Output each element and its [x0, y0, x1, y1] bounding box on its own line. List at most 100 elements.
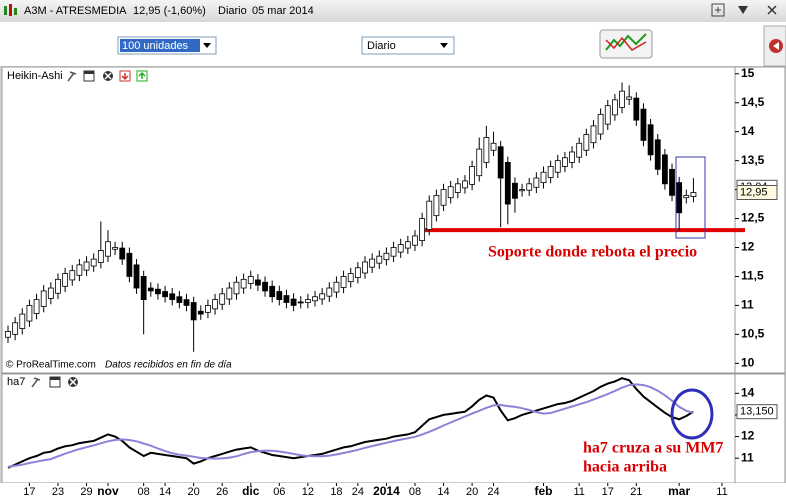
price-axis — [734, 66, 786, 374]
ha7-axis — [734, 373, 786, 484]
candle-body — [119, 247, 126, 260]
x-tick-label: 08 — [409, 486, 421, 498]
candle-body — [669, 168, 675, 196]
quantity[interactable]: 100 unidades — [122, 40, 189, 52]
candle-body — [397, 244, 404, 253]
candle-body — [183, 299, 190, 306]
candle-body — [569, 151, 575, 163]
candle-body — [619, 90, 625, 108]
y-tick-label: 10,5 — [741, 327, 765, 341]
dropdown-arrow[interactable] — [203, 43, 211, 48]
y-tick-label: 12 — [741, 429, 755, 443]
candle-body — [83, 261, 90, 271]
candle-body — [404, 241, 411, 249]
candle-body — [169, 293, 176, 301]
side-tab[interactable] — [763, 25, 786, 67]
candle-body — [533, 177, 540, 188]
x-axis — [0, 483, 786, 501]
x-tick-label: 29 — [80, 486, 92, 498]
x-tick-label: 23 — [52, 486, 64, 498]
candle-body — [233, 281, 240, 295]
y-tick-label: 13,5 — [741, 153, 765, 167]
candle-body — [90, 258, 97, 267]
candle-body — [440, 189, 447, 206]
x-tick-label: 2014 — [373, 484, 400, 498]
candle-body — [297, 301, 304, 304]
candle-body — [647, 124, 654, 156]
candle-body — [176, 296, 183, 303]
x-tick-label: 11 — [716, 486, 727, 498]
candle-body — [304, 299, 311, 303]
x-tick-label: 08 — [138, 486, 150, 498]
candle-body — [369, 258, 376, 268]
panel-title: Heikin-Ashi — [7, 70, 63, 82]
candle-body — [390, 247, 397, 257]
x-tick-label: 20 — [188, 486, 200, 498]
cross-circle — [670, 388, 714, 440]
indicator-button[interactable] — [599, 29, 653, 59]
x-tick-label: 24 — [352, 486, 364, 498]
candle-body — [205, 305, 211, 313]
source: © ProRealTime.com — [6, 360, 96, 371]
quantity-highlight — [120, 39, 200, 52]
candle-body — [476, 148, 483, 177]
x-tick-label: nov — [97, 484, 119, 498]
candle-body — [490, 142, 497, 151]
candle-body — [26, 305, 33, 322]
candle-body — [47, 287, 54, 299]
y-tick-label: 11 — [741, 450, 754, 464]
candle-body — [547, 166, 554, 178]
candle-body — [69, 270, 76, 281]
candle-body — [626, 96, 633, 100]
period-select[interactable] — [361, 36, 455, 55]
x-tick-label: 26 — [216, 486, 228, 498]
period: Diario — [218, 5, 247, 17]
x-tick-label: feb — [535, 484, 553, 498]
candle-body — [276, 291, 283, 301]
candle-body — [247, 276, 254, 284]
panel-icons[interactable] — [31, 376, 78, 388]
candle-body — [12, 322, 19, 335]
candle-body — [462, 180, 468, 189]
candle-body — [97, 249, 104, 263]
last-value-label: 12,95 — [740, 186, 768, 198]
candle-body — [212, 299, 218, 310]
annotation: ha7 cruza a su MM7 — [583, 440, 723, 457]
x-tick-label: 12 — [302, 486, 314, 498]
x-tick-label: mar — [668, 484, 690, 498]
candle-body — [497, 146, 504, 179]
panel-icons[interactable] — [67, 70, 148, 82]
x-tick-label: dic — [242, 484, 260, 498]
candle-body — [147, 287, 154, 292]
candle-body — [269, 285, 276, 298]
last-value-label: 13,150 — [740, 406, 774, 418]
candle-body — [483, 137, 490, 163]
candle-body — [312, 296, 318, 302]
candle-body — [19, 313, 26, 329]
symbol: A3M - ATRESMEDIA — [24, 5, 127, 17]
candle-body — [112, 247, 118, 250]
dropdown-arrow[interactable] — [440, 43, 448, 48]
candle-body — [190, 302, 197, 321]
y-tick-label: 14 — [741, 385, 755, 399]
indicator-line — [7, 377, 694, 469]
candle-body — [55, 278, 61, 294]
candle-body — [140, 276, 147, 301]
title-bar — [0, 0, 786, 22]
x-tick-label: 14 — [159, 486, 171, 498]
toolbar-period[interactable]: Diario — [367, 40, 396, 52]
candle-body — [540, 171, 547, 184]
candle-body — [654, 139, 661, 170]
candle-body — [5, 331, 11, 338]
candle-body — [412, 235, 418, 246]
highlight-box — [675, 156, 706, 239]
candle-body — [661, 154, 668, 185]
window-buttons[interactable] — [711, 3, 777, 17]
candle-body — [254, 279, 261, 286]
last-value-box — [736, 404, 778, 420]
date: 05 mar 2014 — [252, 5, 314, 17]
candle-body — [133, 264, 140, 289]
y-tick-label: 14,5 — [741, 95, 765, 109]
y-tick-label: 10 — [741, 355, 755, 369]
